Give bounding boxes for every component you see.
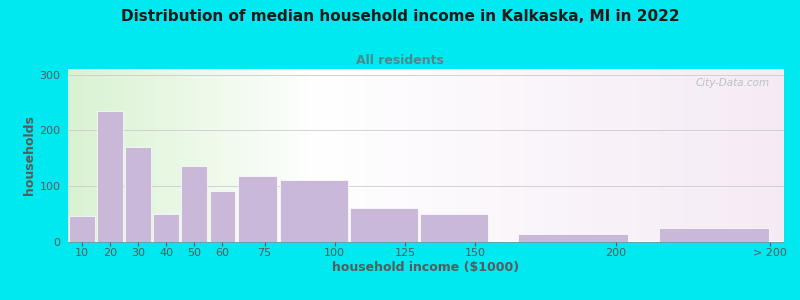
Text: City-Data.com: City-Data.com: [695, 78, 770, 88]
Bar: [280, 180, 348, 242]
Bar: [154, 214, 179, 242]
Bar: [420, 214, 488, 242]
Bar: [238, 176, 278, 242]
X-axis label: household income ($1000): household income ($1000): [333, 261, 519, 274]
Text: All residents: All residents: [356, 54, 444, 67]
Bar: [350, 208, 418, 242]
Bar: [210, 191, 235, 242]
Y-axis label: households: households: [23, 115, 37, 195]
Bar: [658, 228, 769, 242]
Bar: [182, 167, 207, 242]
Text: Distribution of median household income in Kalkaska, MI in 2022: Distribution of median household income …: [121, 9, 679, 24]
Bar: [98, 111, 123, 242]
Bar: [69, 217, 95, 242]
Bar: [126, 147, 151, 242]
Bar: [518, 234, 629, 242]
